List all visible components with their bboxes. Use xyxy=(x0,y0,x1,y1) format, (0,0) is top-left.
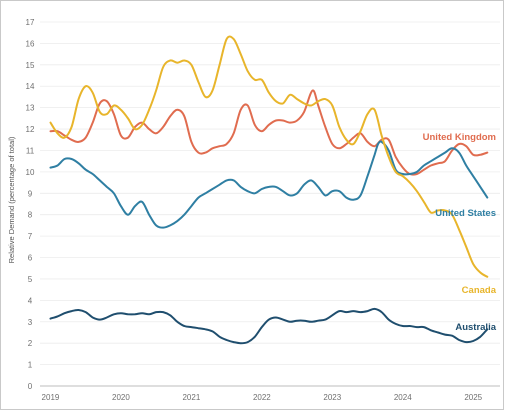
x-tick-label: 2023 xyxy=(323,393,341,402)
x-tick-label: 2019 xyxy=(42,393,60,402)
series-label-united-kingdom: United Kingdom xyxy=(423,132,496,143)
x-tick-label: 2024 xyxy=(394,393,412,402)
y-tick-label: 9 xyxy=(28,189,33,198)
series-label-united-states: United States xyxy=(435,208,496,219)
grid xyxy=(40,21,500,387)
y-tick-label: 2 xyxy=(28,339,33,348)
y-tick-label: 16 xyxy=(26,39,35,48)
x-tick-label: 2021 xyxy=(182,393,200,402)
y-tick-label: 11 xyxy=(26,146,35,155)
y-tick-label: 3 xyxy=(28,318,33,327)
y-axis-label: Relative Demand (percentage of total) xyxy=(7,136,16,263)
y-tick-label: 6 xyxy=(28,254,33,263)
x-tick-label: 2020 xyxy=(112,393,130,402)
y-tick-label: 14 xyxy=(26,82,35,91)
x-tick-label: 2025 xyxy=(464,393,482,402)
series-line-united-kingdom xyxy=(49,89,489,176)
series-label-australia: Australia xyxy=(455,322,496,333)
y-tick-label: 1 xyxy=(28,361,33,370)
y-tick-label: 15 xyxy=(26,61,35,70)
y-tick-label: 10 xyxy=(26,168,35,177)
y-tick-label: 0 xyxy=(28,382,33,391)
x-tick-label: 2022 xyxy=(253,393,271,402)
y-tick-label: 5 xyxy=(28,275,33,284)
y-tick-label: 17 xyxy=(26,18,35,27)
series-labels: United Kingdom United States Canada Austral… xyxy=(423,132,497,333)
series-line-australia xyxy=(49,307,489,345)
series-line-united-states xyxy=(49,140,489,229)
series-label-canada: Canada xyxy=(462,285,497,296)
y-tick-label: 8 xyxy=(28,211,33,220)
y-tick-label: 4 xyxy=(28,296,33,305)
series-line-canada xyxy=(49,35,489,278)
y-tick-label: 7 xyxy=(28,232,33,241)
y-tick-label: 13 xyxy=(26,104,35,113)
series-lines xyxy=(49,35,489,345)
y-tick-label: 12 xyxy=(26,125,35,134)
x-axis-ticks: 2019 2020 2021 2022 2023 2024 2025 xyxy=(42,393,483,402)
